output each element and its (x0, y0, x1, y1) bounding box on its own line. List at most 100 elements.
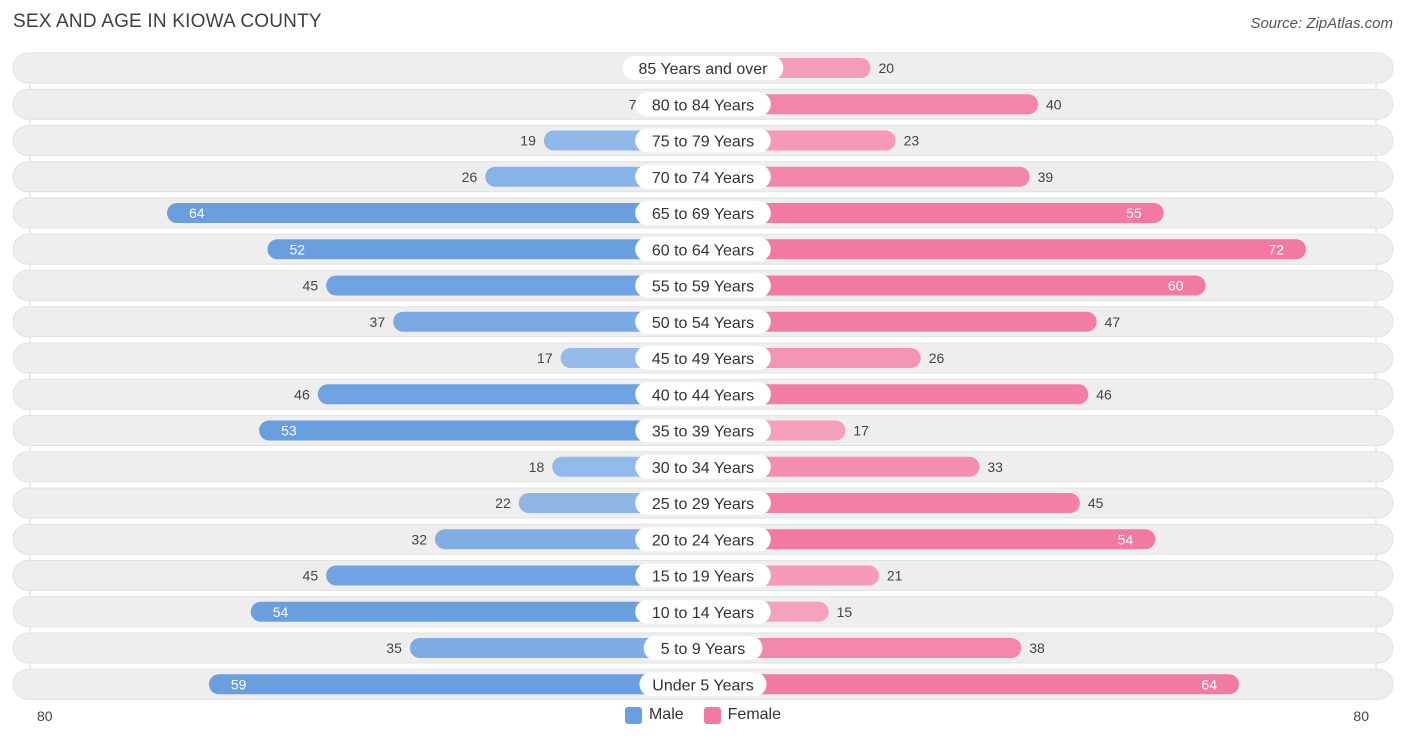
value-label-male: 64 (189, 205, 205, 221)
bar-female[interactable] (703, 94, 1038, 115)
value-label-female: 17 (853, 423, 869, 439)
category-label: 85 Years and over (639, 61, 769, 78)
value-label-female: 55 (1126, 205, 1142, 221)
value-label-male: 26 (462, 169, 478, 185)
bar-male[interactable] (393, 311, 703, 332)
category-label-bg (635, 382, 771, 407)
value-label-male: 45 (303, 278, 319, 294)
category-label: 45 to 49 Years (652, 351, 754, 368)
category-label: 75 to 79 Years (652, 134, 754, 151)
category-label: 35 to 39 Years (652, 424, 754, 441)
legend-swatch-male (624, 706, 642, 724)
value-label-female: 21 (887, 568, 903, 584)
value-label-male: 32 (411, 531, 427, 547)
category-label-bg (635, 418, 771, 443)
value-label-male: 7 (629, 96, 637, 112)
bar-male[interactable] (250, 601, 703, 622)
bar-male[interactable] (326, 565, 703, 586)
category-label-bg (635, 563, 771, 588)
value-label-male: 59 (231, 676, 247, 692)
category-label: 40 to 44 Years (652, 387, 754, 404)
value-label-female: 60 (1168, 278, 1184, 294)
category-label: 80 to 84 Years (652, 97, 754, 114)
category-label: 70 to 74 Years (652, 170, 754, 187)
category-label-bg (635, 237, 771, 262)
value-label-male: 53 (281, 423, 297, 439)
value-label-female: 64 (1201, 676, 1217, 692)
value-label-female: 54 (1118, 531, 1134, 547)
value-label-female: 15 (837, 604, 853, 620)
bar-male[interactable] (317, 384, 703, 405)
value-label-female: 72 (1268, 241, 1284, 257)
value-label-male: 19 (520, 133, 536, 149)
bar-male[interactable] (259, 420, 703, 441)
bar-male[interactable] (208, 674, 703, 695)
value-label-female: 26 (929, 350, 945, 366)
value-label-male: 35 (386, 640, 402, 656)
category-label-bg (635, 92, 771, 117)
bar-male[interactable] (326, 275, 703, 296)
axis-tick-left: 80 (37, 708, 53, 724)
legend-label-male: Male (648, 706, 684, 723)
category-label-bg (635, 273, 771, 298)
value-label-male: 18 (529, 459, 545, 475)
bar-male[interactable] (267, 239, 704, 260)
category-label: 20 to 24 Years (652, 532, 754, 549)
category-label: 60 to 64 Years (652, 242, 754, 259)
value-label-female: 46 (1096, 386, 1112, 402)
bar-female[interactable] (703, 275, 1206, 296)
value-label-male: 52 (290, 241, 306, 257)
category-label-bg (639, 672, 767, 697)
bar-female[interactable] (703, 456, 980, 477)
category-label-bg (635, 527, 771, 552)
value-label-male: 17 (537, 350, 553, 366)
bar-female[interactable] (703, 166, 1030, 187)
category-label-bg (635, 201, 771, 225)
category-label-bg (635, 164, 771, 189)
category-label-bg (635, 309, 771, 334)
category-label: 30 to 34 Years (652, 460, 754, 477)
bar-male[interactable] (167, 203, 703, 223)
category-label-bg (643, 636, 763, 660)
value-label-female: 45 (1088, 495, 1104, 511)
value-label-male: 37 (370, 314, 386, 330)
bar-female[interactable] (703, 239, 1306, 260)
category-label-bg (635, 128, 771, 153)
legend-item-male[interactable]: Male (624, 706, 684, 724)
source-note: Source: ZipAtlas.com (1250, 15, 1393, 32)
value-label-male: 22 (495, 495, 511, 511)
bar-female[interactable] (703, 529, 1156, 550)
bar-female[interactable] (703, 638, 1022, 658)
legend-item-female[interactable]: Female (703, 706, 782, 724)
bar-female[interactable] (703, 493, 1080, 513)
category-label-bg (635, 346, 771, 370)
axis-tick-right: 80 (1353, 708, 1369, 724)
bar-female[interactable] (703, 384, 1089, 405)
bar-female[interactable] (703, 674, 1239, 695)
category-label: 15 to 19 Years (652, 569, 754, 586)
value-label-male: 45 (303, 568, 319, 584)
value-label-female: 33 (987, 459, 1003, 475)
bar-male[interactable] (435, 529, 703, 550)
bar-female[interactable] (703, 311, 1097, 332)
category-label: 5 to 9 Years (661, 641, 746, 658)
value-label-female: 40 (1046, 96, 1062, 112)
chart-title: SEX AND AGE IN KIOWA COUNTY (13, 11, 322, 32)
category-label: 50 to 54 Years (652, 315, 754, 332)
value-label-female: 20 (879, 60, 895, 76)
category-label-bg (635, 491, 771, 515)
bar-male[interactable] (409, 638, 703, 658)
legend-label-female: Female (727, 706, 782, 723)
category-label: 65 to 69 Years (652, 206, 754, 223)
value-label-male: 46 (294, 386, 310, 402)
category-label: 10 to 14 Years (652, 605, 754, 622)
bar-female[interactable] (703, 203, 1164, 223)
value-label-female: 39 (1038, 169, 1054, 185)
value-label-male: 54 (273, 604, 289, 620)
value-label-female: 47 (1105, 314, 1121, 330)
legend-swatch-female (703, 706, 721, 724)
category-label: Under 5 Years (652, 677, 753, 694)
category-label-bg (635, 454, 771, 479)
value-label-female: 23 (904, 133, 920, 149)
